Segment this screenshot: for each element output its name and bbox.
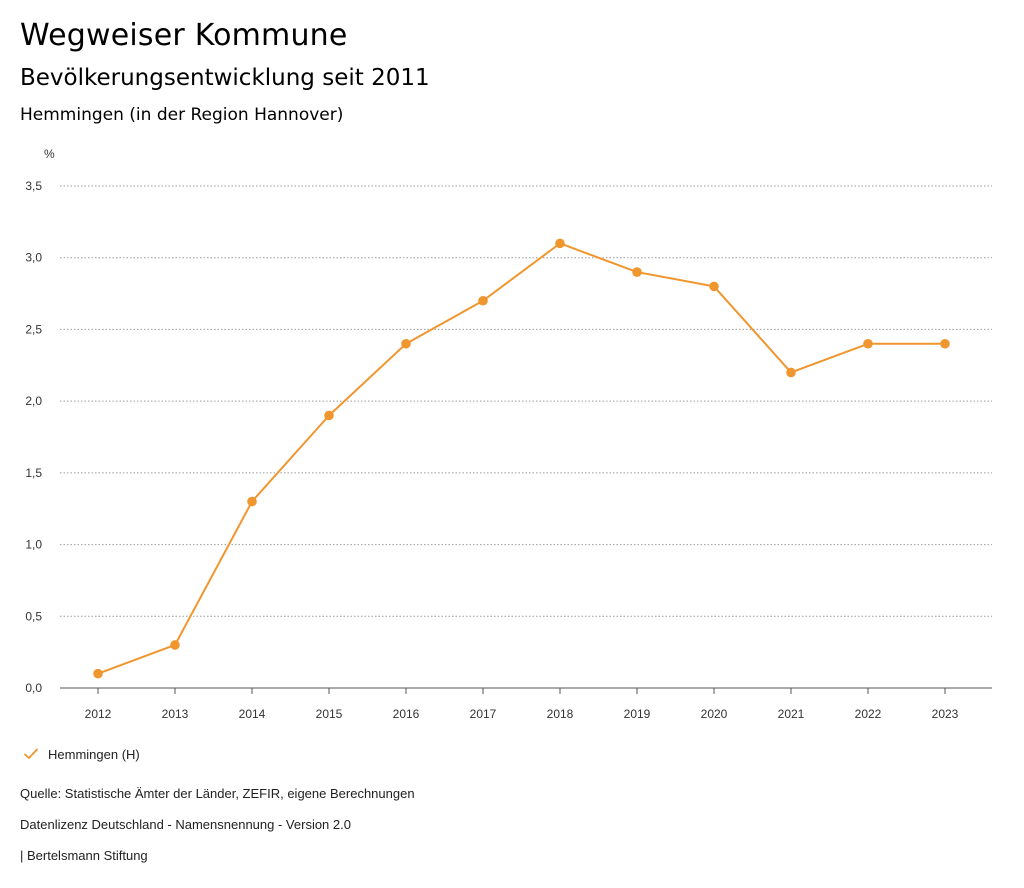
y-tick-label: 0,0 xyxy=(25,681,42,695)
x-tick-label: 2015 xyxy=(316,707,343,721)
x-tick-label: 2022 xyxy=(855,707,882,721)
data-point[interactable] xyxy=(709,281,719,292)
y-axis-label: % xyxy=(44,147,55,161)
y-tick-label: 1,0 xyxy=(25,538,42,552)
data-point[interactable] xyxy=(940,338,950,349)
x-tick-label: 2021 xyxy=(778,707,805,721)
data-point[interactable] xyxy=(401,338,411,349)
series-line xyxy=(97,242,945,675)
x-axis: 2012 2013 2014 2015 2016 2017 2018 2019 2020 2021… xyxy=(60,687,992,721)
grid-lines xyxy=(60,185,992,617)
series-layer xyxy=(93,238,950,679)
y-tick-label: 2,5 xyxy=(25,322,42,336)
x-tick-label: 2017 xyxy=(470,707,497,721)
data-point[interactable] xyxy=(786,367,796,378)
y-tick-label: 3,5 xyxy=(25,179,42,193)
x-tick-label: 2013 xyxy=(162,707,189,721)
region-label: Hemmingen (in der Region Hannover) xyxy=(20,105,344,125)
x-tick-label: 2012 xyxy=(85,707,112,721)
y-tick-label: 0,5 xyxy=(25,609,42,623)
data-point[interactable] xyxy=(555,238,565,249)
y-axis: 0,0 0,5 1,0 1,5 2,0 2,5 3,0 3,5 xyxy=(25,179,42,695)
check-icon xyxy=(24,748,38,759)
y-tick-label: 2,0 xyxy=(25,394,42,408)
x-tick-label: 2023 xyxy=(932,707,959,721)
legend-label: Hemmingen (H) xyxy=(48,746,140,762)
x-tick-label: 2016 xyxy=(393,707,420,721)
data-point[interactable] xyxy=(170,640,180,650)
data-point[interactable] xyxy=(632,267,642,277)
x-tick-label: 2019 xyxy=(624,707,651,721)
license-note: Datenlizenz Deutschland - Namensnennung … xyxy=(20,817,351,832)
x-tick-label: 2018 xyxy=(547,707,574,721)
y-tick-label: 1,5 xyxy=(25,466,42,480)
data-point[interactable] xyxy=(863,338,873,349)
page-title: Wegweiser Kommune xyxy=(20,18,348,53)
legend-item-hemmingen[interactable]: Hemmingen (H) xyxy=(22,744,140,764)
data-point[interactable] xyxy=(247,496,257,507)
x-tick-label: 2020 xyxy=(701,707,728,721)
publisher-note: | Bertelsmann Stiftung xyxy=(20,848,148,863)
source-note: Quelle: Statistische Ämter der Länder, Z… xyxy=(20,786,415,801)
data-point[interactable] xyxy=(478,295,488,306)
data-point[interactable] xyxy=(93,668,103,679)
line-chart: % 0,00,51,01,52,02,53,03,5 2012 2013 2014 2… xyxy=(25,147,992,721)
y-tick-label: 3,0 xyxy=(25,251,42,265)
data-point[interactable] xyxy=(324,410,334,421)
x-tick-label: 2014 xyxy=(239,707,266,721)
chart-subtitle: Bevölkerungsentwicklung seit 2011 xyxy=(20,65,430,91)
